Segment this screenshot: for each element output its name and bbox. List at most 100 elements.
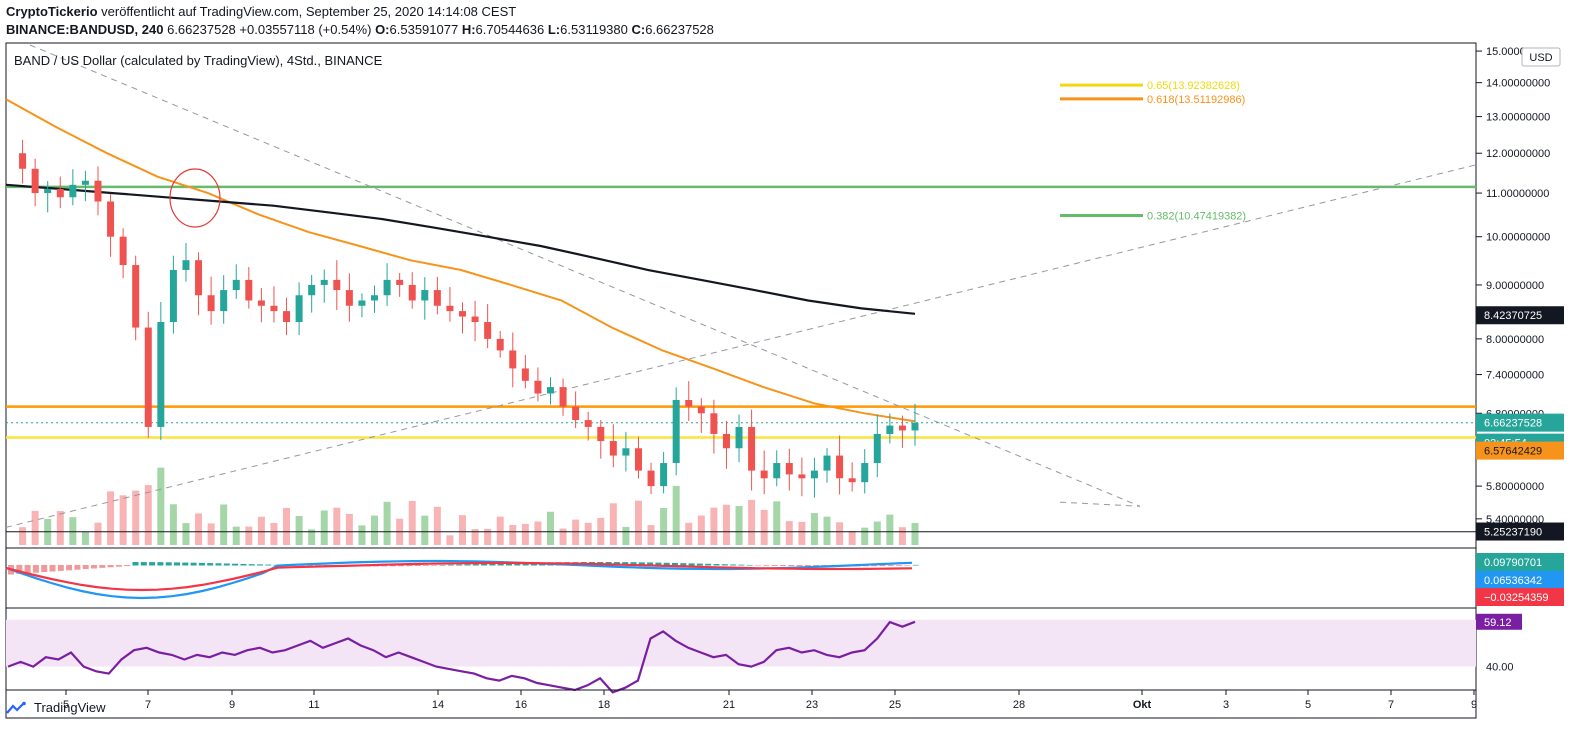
descending-trendline[interactable]: [29, 44, 1141, 507]
macd-histogram-bar: [174, 562, 180, 566]
volume-bar: [861, 527, 869, 545]
candle-body[interactable]: [232, 279, 240, 291]
candle-body[interactable]: [195, 260, 203, 296]
candle-body[interactable]: [798, 474, 806, 479]
candle-body[interactable]: [660, 463, 668, 487]
candle-body[interactable]: [836, 455, 844, 479]
candle-body[interactable]: [471, 316, 479, 323]
candle-body[interactable]: [81, 180, 89, 185]
candle-body[interactable]: [823, 455, 831, 471]
price-axis-label-bg: [1476, 522, 1564, 541]
candle-body[interactable]: [572, 406, 580, 421]
candle-body[interactable]: [685, 400, 693, 407]
volume-bar: [685, 522, 693, 545]
candle-body[interactable]: [169, 269, 177, 323]
candle-body[interactable]: [295, 295, 303, 323]
candle-body[interactable]: [56, 188, 64, 198]
candle-body[interactable]: [144, 327, 152, 427]
candle-body[interactable]: [647, 470, 655, 487]
candle-body[interactable]: [182, 260, 190, 270]
candle-body[interactable]: [597, 426, 605, 442]
candle-body[interactable]: [358, 300, 366, 306]
candle-body[interactable]: [157, 322, 165, 427]
candle-body[interactable]: [710, 413, 718, 434]
candle-body[interactable]: [245, 279, 253, 301]
candle-body[interactable]: [345, 290, 353, 306]
candle-body[interactable]: [785, 463, 793, 475]
candle-body[interactable]: [408, 284, 416, 301]
candle-body[interactable]: [748, 426, 756, 471]
candle-body[interactable]: [207, 295, 215, 312]
candle-body[interactable]: [697, 406, 705, 414]
candle-body[interactable]: [421, 290, 429, 301]
candle-body[interactable]: [735, 426, 743, 449]
candle-body[interactable]: [94, 180, 102, 202]
candle-body[interactable]: [873, 433, 881, 464]
macd-histogram-bar: [406, 565, 413, 567]
candle-body[interactable]: [19, 153, 27, 169]
candle-body[interactable]: [257, 300, 265, 306]
candle-body[interactable]: [220, 290, 228, 312]
candle-body[interactable]: [320, 279, 328, 285]
candle-body[interactable]: [559, 387, 567, 407]
candle-body[interactable]: [333, 279, 341, 291]
candle-body[interactable]: [396, 279, 404, 285]
macd-axis-label: −0.03254359: [1484, 592, 1549, 604]
candle-body[interactable]: [496, 338, 504, 351]
candle-body[interactable]: [270, 305, 278, 312]
candle-body[interactable]: [446, 305, 454, 312]
macd-axis-label-bg: [1476, 553, 1564, 571]
brand-name[interactable]: TradingView: [34, 700, 106, 715]
candle-body[interactable]: [132, 265, 140, 328]
candle-body[interactable]: [31, 168, 39, 194]
candle-body[interactable]: [509, 350, 517, 369]
moving-average-orange[interactable]: [5, 98, 916, 423]
highlight-circle[interactable]: [169, 168, 221, 228]
volume-bar: [898, 527, 906, 545]
x-tick-label: 28: [1013, 699, 1025, 711]
author-name[interactable]: CryptoTickerio: [6, 4, 98, 19]
candle-body[interactable]: [107, 201, 115, 237]
candle-body[interactable]: [119, 236, 127, 266]
candle-body[interactable]: [283, 311, 291, 323]
macd-histogram-bar: [472, 564, 479, 566]
candle-body[interactable]: [848, 478, 856, 483]
macd-histogram-bar: [49, 565, 56, 572]
candle-body[interactable]: [672, 400, 680, 464]
open-value: 6.53591077: [389, 22, 459, 37]
candle-body[interactable]: [911, 422, 919, 431]
close-label: C:: [631, 22, 646, 37]
candle-body[interactable]: [308, 284, 316, 296]
macd-histogram-bar: [306, 565, 313, 567]
ascending-trendline[interactable]: [5, 164, 1477, 528]
candle-body[interactable]: [546, 387, 554, 394]
candle-body[interactable]: [69, 184, 77, 198]
volume-bar: [446, 535, 454, 545]
currency-badge[interactable]: [1521, 47, 1561, 67]
candle-body[interactable]: [773, 463, 781, 479]
candle-body[interactable]: [722, 433, 730, 449]
candle-body[interactable]: [634, 448, 642, 471]
candle-body[interactable]: [459, 311, 466, 317]
candle-body[interactable]: [622, 448, 630, 456]
candle-body[interactable]: [521, 368, 529, 381]
candle-body[interactable]: [886, 425, 894, 434]
macd-signal-line[interactable]: [5, 561, 913, 592]
candle-body[interactable]: [609, 441, 617, 456]
rsi-line[interactable]: [7, 620, 916, 694]
candle-body[interactable]: [371, 295, 379, 301]
candle-body[interactable]: [760, 470, 768, 479]
candle-body[interactable]: [534, 380, 542, 394]
macd-line[interactable]: [5, 559, 913, 600]
projection-line[interactable]: [1059, 501, 1141, 507]
candle-body[interactable]: [810, 470, 818, 479]
candle-body[interactable]: [383, 279, 391, 296]
candle-body[interactable]: [44, 188, 52, 194]
candle-body[interactable]: [433, 290, 441, 306]
candle-body[interactable]: [484, 322, 492, 339]
candle-body[interactable]: [861, 463, 869, 483]
moving-average-black[interactable]: [5, 183, 916, 315]
candle-body[interactable]: [584, 420, 592, 427]
candle-body[interactable]: [898, 425, 906, 431]
